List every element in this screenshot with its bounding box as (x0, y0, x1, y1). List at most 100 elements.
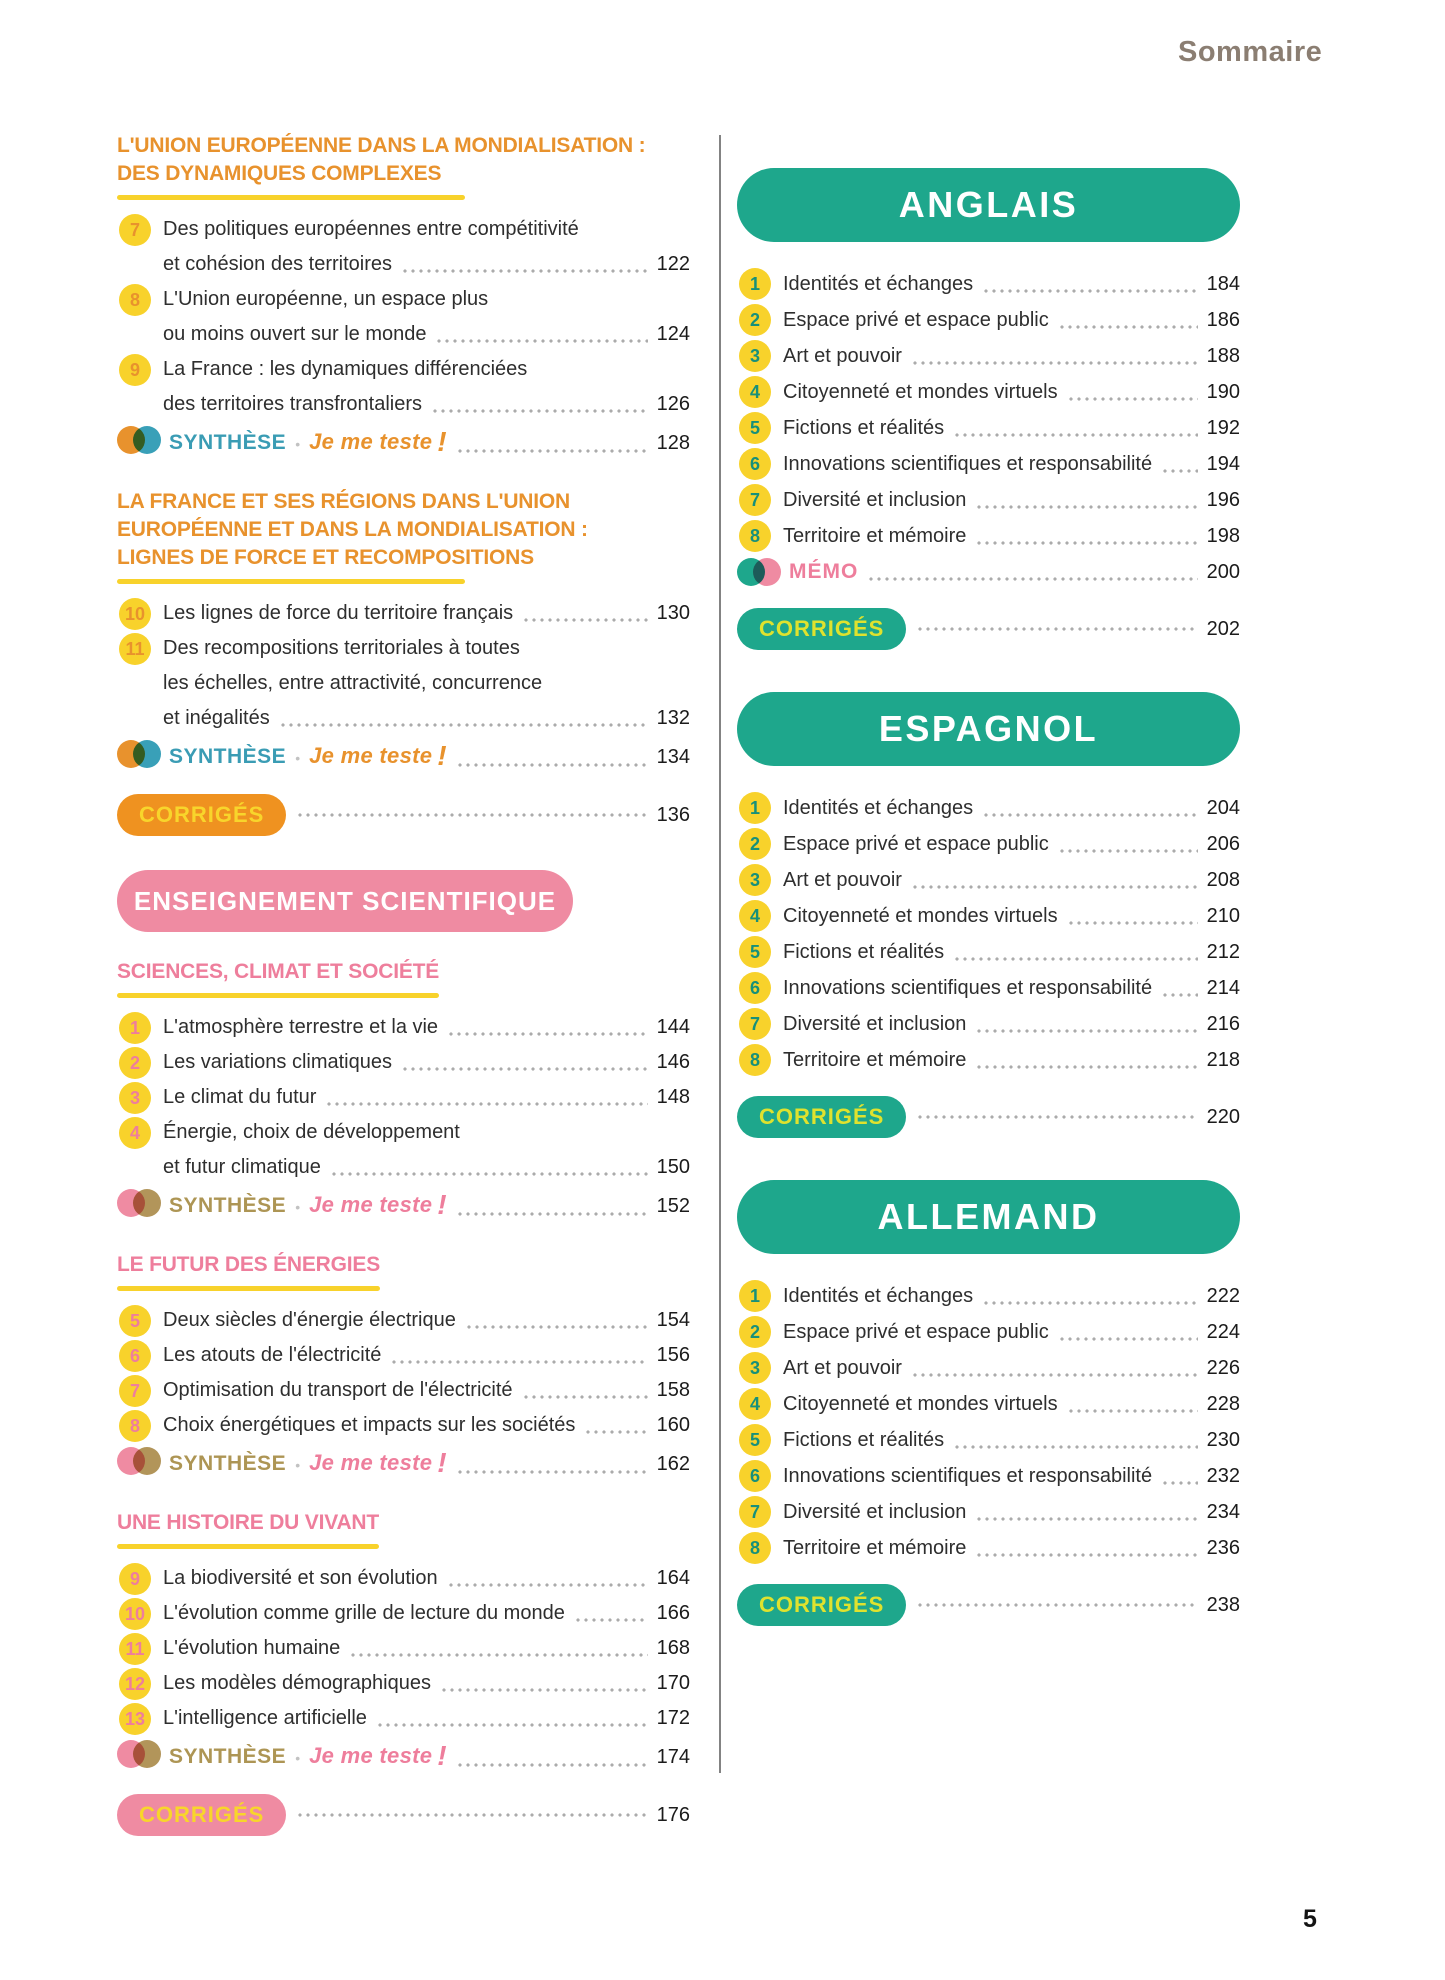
toc-item: 7 Des politiques européennes entre compét… (117, 212, 690, 282)
corriges-row: CORRIGÉS 202 (737, 608, 1240, 650)
dot-leader (867, 577, 1198, 581)
toc-item-label: Les variations climatiques (163, 1051, 392, 1073)
exclamation-mark: ! (437, 1447, 447, 1478)
toc-item: 7 Diversité et inclusion 234 (737, 1494, 1240, 1530)
toc-item-label: Fictions et réalités (783, 417, 945, 439)
toc-item-label: Fictions et réalités (783, 1429, 945, 1451)
page-ref: 220 (1206, 1105, 1240, 1128)
chapter-number-badge: 13 (119, 1703, 151, 1735)
toc-item: 5 Fictions et réalités 212 (737, 934, 1240, 970)
chapter-number-badge: 4 (739, 900, 771, 932)
dot-leader (278, 723, 648, 727)
page-ref: 236 (1206, 1537, 1240, 1559)
page-ref: 230 (1206, 1429, 1240, 1451)
chapter-number-badge: 9 (119, 354, 151, 386)
dot-leader (1161, 469, 1198, 473)
dot-leader (455, 1212, 648, 1216)
toc-item-label: L'atmosphère terrestre et la vie (163, 1016, 439, 1038)
chapter-number-badge: 7 (119, 1375, 151, 1407)
chapter-number-badge: 10 (119, 1598, 151, 1630)
page-ref: 206 (1206, 833, 1240, 855)
dot-leader (1057, 325, 1198, 329)
page-ref: 124 (656, 323, 690, 345)
toc-item-label: L'évolution humaine (163, 1637, 341, 1659)
corriges-row: CORRIGÉS 220 (737, 1096, 1240, 1138)
chapter-number-badge: 6 (119, 1340, 151, 1372)
toc-item: 3 Art et pouvoir 208 (737, 862, 1240, 898)
exclamation-mark: ! (437, 740, 447, 771)
page-ref: 146 (656, 1051, 690, 1073)
section-heading: LA FRANCE ET SES RÉGIONS DANS L'UNION EUR… (117, 488, 690, 584)
toc-item-label: Citoyenneté et mondes virtuels (783, 1393, 1058, 1415)
synthese-row: SYNTHÈSE • Je me teste! 174 (117, 1736, 690, 1776)
dot-leader (1161, 993, 1198, 997)
toc-item-label: L'intelligence artificielle (163, 1707, 367, 1729)
heading-underline (117, 195, 465, 200)
page-ref: 238 (1206, 1593, 1240, 1616)
toc-item: 12 Les modèles démographiques 170 (117, 1666, 690, 1701)
chapter-number-badge: 5 (739, 1424, 771, 1456)
dot-leader (455, 1763, 648, 1767)
dot-leader (910, 361, 1198, 365)
chapter-number-badge: 2 (739, 828, 771, 860)
toc-item: 1 Identités et échanges 184 (737, 266, 1240, 302)
toc-item: 5 Fictions et réalités 192 (737, 410, 1240, 446)
toc-item-label: Territoire et mémoire (783, 1049, 967, 1071)
dot-leader (455, 1470, 648, 1474)
heading-underline (117, 1286, 380, 1291)
toc-item: 4 Citoyenneté et mondes virtuels 228 (737, 1386, 1240, 1422)
chapter-number-badge: 1 (119, 1012, 151, 1044)
toc-item: 1 Identités et échanges 204 (737, 790, 1240, 826)
page-ref: 232 (1206, 1465, 1240, 1487)
section-heading-line: L'UNION EUROPÉENNE DANS LA MONDIALISATIO… (117, 134, 646, 157)
toc-item-label: Espace privé et espace public (783, 833, 1049, 855)
toc-item-label: La biodiversité et son évolution (163, 1567, 438, 1589)
dot-leader (953, 433, 1198, 437)
chapter-number-badge: 4 (739, 376, 771, 408)
synthese-row: SYNTHÈSE • Je me teste! 162 (117, 1443, 690, 1483)
chapter-number-badge: 2 (739, 304, 771, 336)
synthese-row: SYNTHÈSE • Je me teste! 134 (117, 736, 690, 776)
dot-leader (401, 269, 648, 273)
page-ref: 222 (1206, 1285, 1240, 1307)
toc-item: 7 Diversité et inclusion 216 (737, 1006, 1240, 1042)
chapter-number-badge: 8 (739, 1044, 771, 1076)
page-ref: 210 (1206, 905, 1240, 927)
page-ref: 228 (1206, 1393, 1240, 1415)
chapter-number-badge: 7 (739, 1008, 771, 1040)
chapter-number-badge: 3 (739, 340, 771, 372)
chapter-number-badge: 3 (739, 1352, 771, 1384)
dot-leader (982, 813, 1198, 817)
section-heading-line: EUROPÉENNE ET DANS LA MONDIALISATION : (117, 518, 588, 541)
dot-leader (447, 1032, 648, 1036)
page-ref: 194 (1206, 453, 1240, 475)
dot-leader (430, 409, 648, 413)
page-ref: 216 (1206, 1013, 1240, 1035)
corriges-row: CORRIGÉS 176 (117, 1794, 690, 1836)
toc-item: 3 Le climat du futur 148 (117, 1080, 690, 1115)
section-heading: UNE HISTOIRE DU VIVANT (117, 1509, 379, 1549)
separator-dot: • (295, 436, 301, 452)
dot-leader (435, 339, 648, 343)
je-me-teste-label: Je me teste (309, 429, 433, 454)
chapter-number-badge: 6 (739, 448, 771, 480)
dot-leader (455, 763, 648, 767)
je-me-teste-label: Je me teste (309, 743, 433, 768)
left-column: L'UNION EUROPÉENNE DANS LA MONDIALISATIO… (117, 130, 690, 1836)
dot-leader (455, 449, 648, 453)
dot-leader (349, 1653, 648, 1657)
toc-item: 6 Les atouts de l'électricité 156 (117, 1338, 690, 1373)
dot-leader (982, 1301, 1198, 1305)
toc-item-label: Identités et échanges (783, 797, 974, 819)
section-heading: L'UNION EUROPÉENNE DANS LA MONDIALISATIO… (117, 132, 690, 200)
toc-item: 13 L'intelligence artificielle 172 (117, 1701, 690, 1736)
page-ref: 204 (1206, 797, 1240, 819)
chapter-number-badge: 2 (119, 1047, 151, 1079)
page-ref: 170 (656, 1672, 690, 1694)
dot-leader (916, 1603, 1198, 1607)
page-ref: 144 (656, 1016, 690, 1038)
synthese-label: SYNTHÈSE (169, 745, 287, 768)
dot-leader (916, 627, 1198, 631)
page-title: Sommaire (1178, 36, 1323, 68)
page-ref: 190 (1206, 381, 1240, 403)
